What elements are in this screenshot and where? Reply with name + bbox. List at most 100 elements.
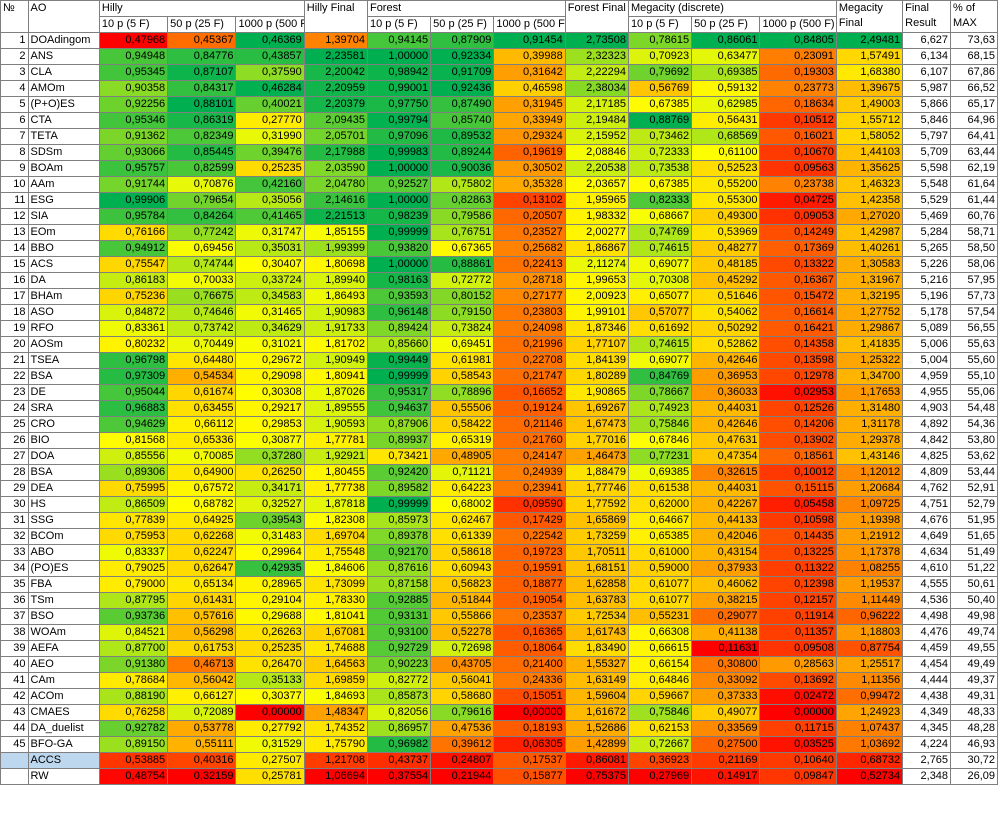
table-row: 2 ANS 0,94948 0,84776 0,43857 2,23581 1,00000 0… <box>0 48 998 65</box>
algorithm-name: HS <box>27 496 100 513</box>
header-final-result: Final Result <box>902 0 952 33</box>
score-cell: 0,95757 <box>98 160 169 177</box>
score-cell: 0,53885 <box>98 752 169 769</box>
score-cell: 1,20684 <box>835 480 904 497</box>
table-row: 44 DA_duelist 0,92782 0,53778 0,27792 1,74352… <box>0 720 998 737</box>
score-cell: 0,71121 <box>430 464 495 481</box>
pct-max-cell: 49,55 <box>950 640 998 657</box>
row-number: 25 <box>0 416 29 433</box>
score-cell: 0,53778 <box>167 720 237 737</box>
score-cell: 1,00000 <box>366 256 432 273</box>
score-cell: 0,28718 <box>493 272 566 289</box>
score-cell: 2,32323 <box>564 48 629 65</box>
score-cell: 0,40021 <box>235 96 305 113</box>
final-result-cell: 4,634 <box>902 544 952 561</box>
score-cell: 0,89532 <box>430 128 495 145</box>
row-number: 1 <box>0 32 29 49</box>
score-cell: 0,42935 <box>235 560 305 577</box>
score-cell: 0,91454 <box>493 32 566 49</box>
score-cell: 0,97750 <box>366 96 432 113</box>
score-cell: 0,26470 <box>235 656 305 673</box>
score-cell: 0,89244 <box>430 144 495 161</box>
score-cell: 0,67846 <box>627 432 693 449</box>
score-cell: 0,22542 <box>493 528 566 545</box>
score-cell: 0,32615 <box>691 464 761 481</box>
score-cell: 0,99001 <box>366 80 432 97</box>
score-cell: 0,24807 <box>430 752 495 769</box>
score-cell: 0,53969 <box>691 224 761 241</box>
score-cell: 0,39476 <box>235 144 305 161</box>
score-cell: 0,96798 <box>98 352 169 369</box>
score-cell: 0,12398 <box>759 576 837 593</box>
score-cell: 0,66154 <box>627 656 693 673</box>
row-number: 6 <box>0 112 29 129</box>
score-cell: 1,99399 <box>303 240 368 257</box>
algorithm-name: ABO <box>27 544 100 561</box>
score-cell: 0,48754 <box>98 768 169 785</box>
algorithm-name: BSA <box>27 464 100 481</box>
pct-max-cell: 55,10 <box>950 368 998 385</box>
score-cell: 1,42987 <box>835 224 904 241</box>
score-cell: 1,55712 <box>835 112 904 129</box>
score-cell: 1,43146 <box>835 448 904 465</box>
row-number: 21 <box>0 352 29 369</box>
score-cell: 0,17369 <box>759 240 837 257</box>
score-cell: 0,68569 <box>691 128 761 145</box>
score-cell: 0,16021 <box>759 128 837 145</box>
score-cell: 2,20959 <box>303 80 368 97</box>
algorithm-name: CAm <box>27 672 100 689</box>
row-number: 30 <box>0 496 29 513</box>
score-cell: 0,24147 <box>493 448 566 465</box>
pct-max-cell: 49,74 <box>950 624 998 641</box>
score-cell: 0,31990 <box>235 128 305 145</box>
score-cell: 1,91733 <box>303 320 368 337</box>
score-cell: 0,68667 <box>627 208 693 225</box>
algorithm-name: EOm <box>27 224 100 241</box>
score-cell: 0,10670 <box>759 144 837 161</box>
score-cell: 0,41138 <box>691 624 761 641</box>
score-cell: 2,17185 <box>564 96 629 113</box>
score-cell: 0,55111 <box>167 736 237 753</box>
score-cell: 0,30377 <box>235 688 305 705</box>
score-cell: 0,29964 <box>235 544 305 561</box>
table-row: 24 SRA 0,96883 0,63455 0,29217 1,89555 0,94637… <box>0 400 998 417</box>
score-cell: 0,31465 <box>235 304 305 321</box>
score-cell: 0,54062 <box>691 304 761 321</box>
score-cell: 0,16365 <box>493 624 566 641</box>
row-number: 2 <box>0 48 29 65</box>
pct-max-cell: 55,60 <box>950 352 998 369</box>
final-result-cell: 4,959 <box>902 368 952 385</box>
score-cell: 1,31480 <box>835 400 904 417</box>
score-cell: 0,21944 <box>430 768 495 785</box>
score-cell: 0,87795 <box>98 592 169 609</box>
score-cell: 0,16367 <box>759 272 837 289</box>
row-number <box>0 768 29 785</box>
score-cell: 0,58422 <box>430 416 495 433</box>
score-cell: 0,94145 <box>366 32 432 49</box>
score-cell: 0,72667 <box>627 736 693 753</box>
score-cell: 0,66615 <box>627 640 693 657</box>
algorithm-name: BFO-GA <box>27 736 100 753</box>
score-cell: 1,11449 <box>835 592 904 609</box>
algorithm-name: ACCS <box>27 752 100 769</box>
score-cell: 0,15051 <box>493 688 566 705</box>
score-cell: 0,16614 <box>759 304 837 321</box>
score-cell: 0,62467 <box>430 512 495 529</box>
row-number: 35 <box>0 576 29 593</box>
score-cell: 0,90358 <box>98 80 169 97</box>
final-result-cell: 5,709 <box>902 144 952 161</box>
score-cell: 0,18561 <box>759 448 837 465</box>
score-cell: 0,69456 <box>167 240 237 257</box>
algorithm-name: BSO <box>27 608 100 625</box>
score-cell: 0,92420 <box>366 464 432 481</box>
score-cell: 1,00000 <box>366 192 432 209</box>
table-row: 22 BSA 0,97309 0,54534 0,29098 1,80941 0,99999… <box>0 368 998 385</box>
score-cell: 1,08255 <box>835 560 904 577</box>
subheader-hilly-50: 50 p (25 F) <box>167 16 237 33</box>
score-cell: 1,61672 <box>564 704 629 721</box>
row-number: 12 <box>0 208 29 225</box>
score-cell: 0,19054 <box>493 592 566 609</box>
score-cell: 1,80289 <box>564 368 629 385</box>
pct-max-cell: 58,06 <box>950 256 998 273</box>
score-cell: 0,42646 <box>691 352 761 369</box>
